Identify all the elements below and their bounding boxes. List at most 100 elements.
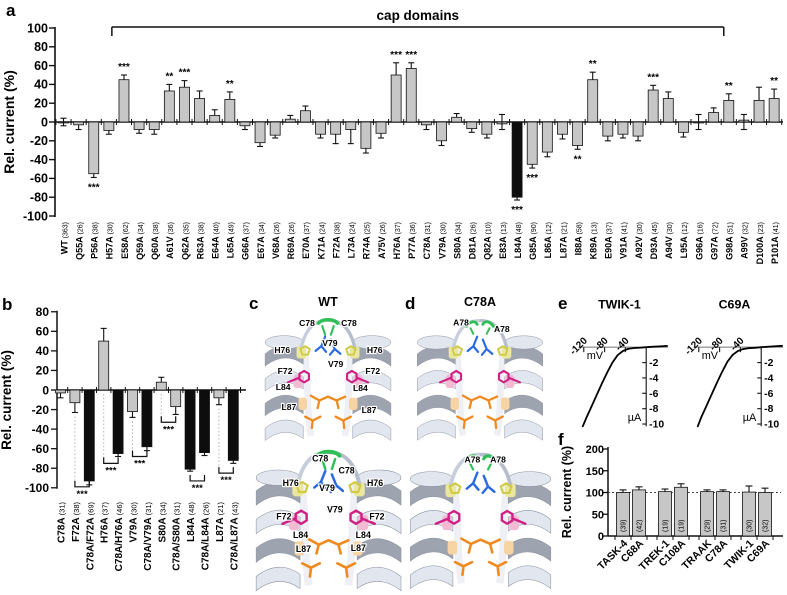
bar-L95A [678, 121, 689, 133]
svg-text:-8: -8 [649, 404, 658, 415]
svg-text:P77A (36): P77A (36) [407, 222, 417, 259]
bar-R74A [360, 121, 372, 149]
bar-G97A [708, 112, 720, 123]
n-count: (42) [637, 520, 644, 532]
bar-R63A [194, 98, 205, 123]
n-count: (31) [721, 520, 728, 532]
x-label-E58A: E58A (62) [120, 222, 130, 259]
helix-ribbon [417, 370, 456, 392]
current-trace [696, 344, 783, 428]
bar-L86A [541, 121, 553, 153]
error-bar [86, 480, 93, 486]
residue-label-A78: A78 [465, 455, 481, 465]
significance: *** [163, 424, 174, 435]
error-bar [498, 113, 505, 131]
error-bar [115, 453, 122, 458]
svg-text:C78A/F72A (69): C78A/F72A (69) [85, 501, 96, 570]
significance: *** [179, 68, 191, 79]
x-label-A94V: A94V (30) [664, 222, 674, 259]
bar-G98A [723, 99, 735, 123]
svg-text:C78A/S80A (31): C78A/S80A (31) [172, 501, 183, 570]
bar-L84A [184, 389, 196, 470]
error-bar [136, 129, 143, 134]
svg-text:P56A (38): P56A (38) [90, 222, 100, 259]
significance: *** [88, 182, 100, 193]
svg-text:-2: -2 [764, 358, 773, 369]
bar-TREK-1 [658, 491, 672, 537]
panel-letter-e: e [558, 294, 568, 313]
x-label-A75V: A75V (26) [377, 222, 387, 259]
svg-text:L87A (21): L87A (21) [215, 501, 226, 541]
residue-label-H76: H76 [283, 478, 299, 488]
x-label-L73A: L73A (24) [347, 222, 357, 258]
svg-text:C78A (31): C78A (31) [57, 501, 68, 543]
svg-text:F72A (38): F72A (38) [71, 501, 82, 541]
significance: *** [511, 205, 523, 216]
svg-text:0: 0 [42, 383, 49, 397]
bar-S80A [155, 381, 167, 391]
svg-text:D93A (45): D93A (45) [649, 222, 659, 259]
h76-sticks [295, 481, 362, 494]
bar-D93A [647, 89, 659, 123]
error-bar [529, 164, 536, 169]
svg-text:-100: -100 [23, 209, 48, 223]
residue-label-A78: A78 [490, 455, 506, 465]
svg-text:L73A (24): L73A (24) [347, 222, 357, 258]
x-label-C78A/H76A: C78A/H76A (46) [114, 501, 125, 571]
svg-text:E90A (37): E90A (37) [604, 222, 614, 259]
svg-text:L84A (48): L84A (48) [186, 501, 197, 541]
bar-E58A [118, 79, 130, 123]
cysteine-bridge [316, 318, 340, 325]
bar-C78A/H76A [112, 389, 124, 454]
pair-bracket [103, 457, 119, 464]
cap-domains-label: cap domains [377, 8, 460, 23]
svg-text:G66A (37): G66A (37) [241, 222, 251, 260]
v79-sticks [313, 469, 345, 494]
bar-Q60A [148, 121, 160, 130]
significance: ** [226, 79, 234, 90]
error-bar [483, 134, 490, 139]
significance: ** [165, 71, 173, 82]
bar-C78A/S80A [170, 389, 182, 408]
residue-label-V79: V79 [327, 505, 343, 515]
error-bar [129, 411, 136, 418]
f72-sticks [298, 369, 358, 384]
svg-text:-20: -20 [30, 134, 48, 148]
x-label-G98A: G98A (51) [725, 222, 735, 260]
helix-ribbon [255, 538, 301, 563]
error-bar [725, 93, 732, 101]
error-bar [158, 376, 165, 383]
svg-text:-10: -10 [649, 420, 664, 431]
x-label-I88A: I88A (58) [573, 222, 583, 255]
error-bar [740, 113, 747, 131]
svg-text:A61V (36): A61V (36) [165, 222, 175, 259]
residue-label-A78: A78 [453, 317, 469, 327]
svg-text:0: 0 [598, 531, 604, 543]
helix-ribbon [352, 419, 392, 442]
residue-label-C78: C78 [299, 318, 315, 328]
bar-D100A [753, 99, 765, 123]
bar-A61V [163, 90, 175, 123]
panel-c-structure-wt: WT C78 C78 H76 H76 V79 V79 F72 F72 L84 L84 L87 L87 … [248, 295, 408, 595]
helix-ribbon [264, 419, 304, 442]
x-label-L87A: L87A (21) [215, 501, 226, 541]
x-label-C78A/V79A: C78A/V79A (31) [143, 501, 154, 570]
error-bar [619, 134, 626, 139]
error-bar [151, 129, 158, 135]
svg-text:D81A (26): D81A (26) [468, 222, 478, 259]
svg-text:P101A (41): P101A (41) [770, 222, 780, 264]
x-label-D93A: D93A (45) [649, 222, 659, 259]
error-bar [181, 80, 188, 88]
svg-text:-2: -2 [649, 358, 658, 369]
svg-text:V79A (30): V79A (30) [129, 501, 140, 542]
error-bar [650, 84, 657, 91]
residue-label-F72: F72 [276, 512, 291, 522]
error-bar [71, 402, 78, 414]
svg-text:C78A/V79A (31): C78A/V79A (31) [143, 501, 154, 570]
svg-text:S80A (34): S80A (34) [157, 501, 168, 542]
x-label-F72A: F72A (38) [331, 222, 341, 258]
residue-label-H76: H76 [367, 345, 383, 355]
bar-L84A [511, 121, 523, 198]
svg-text:60: 60 [34, 59, 48, 73]
